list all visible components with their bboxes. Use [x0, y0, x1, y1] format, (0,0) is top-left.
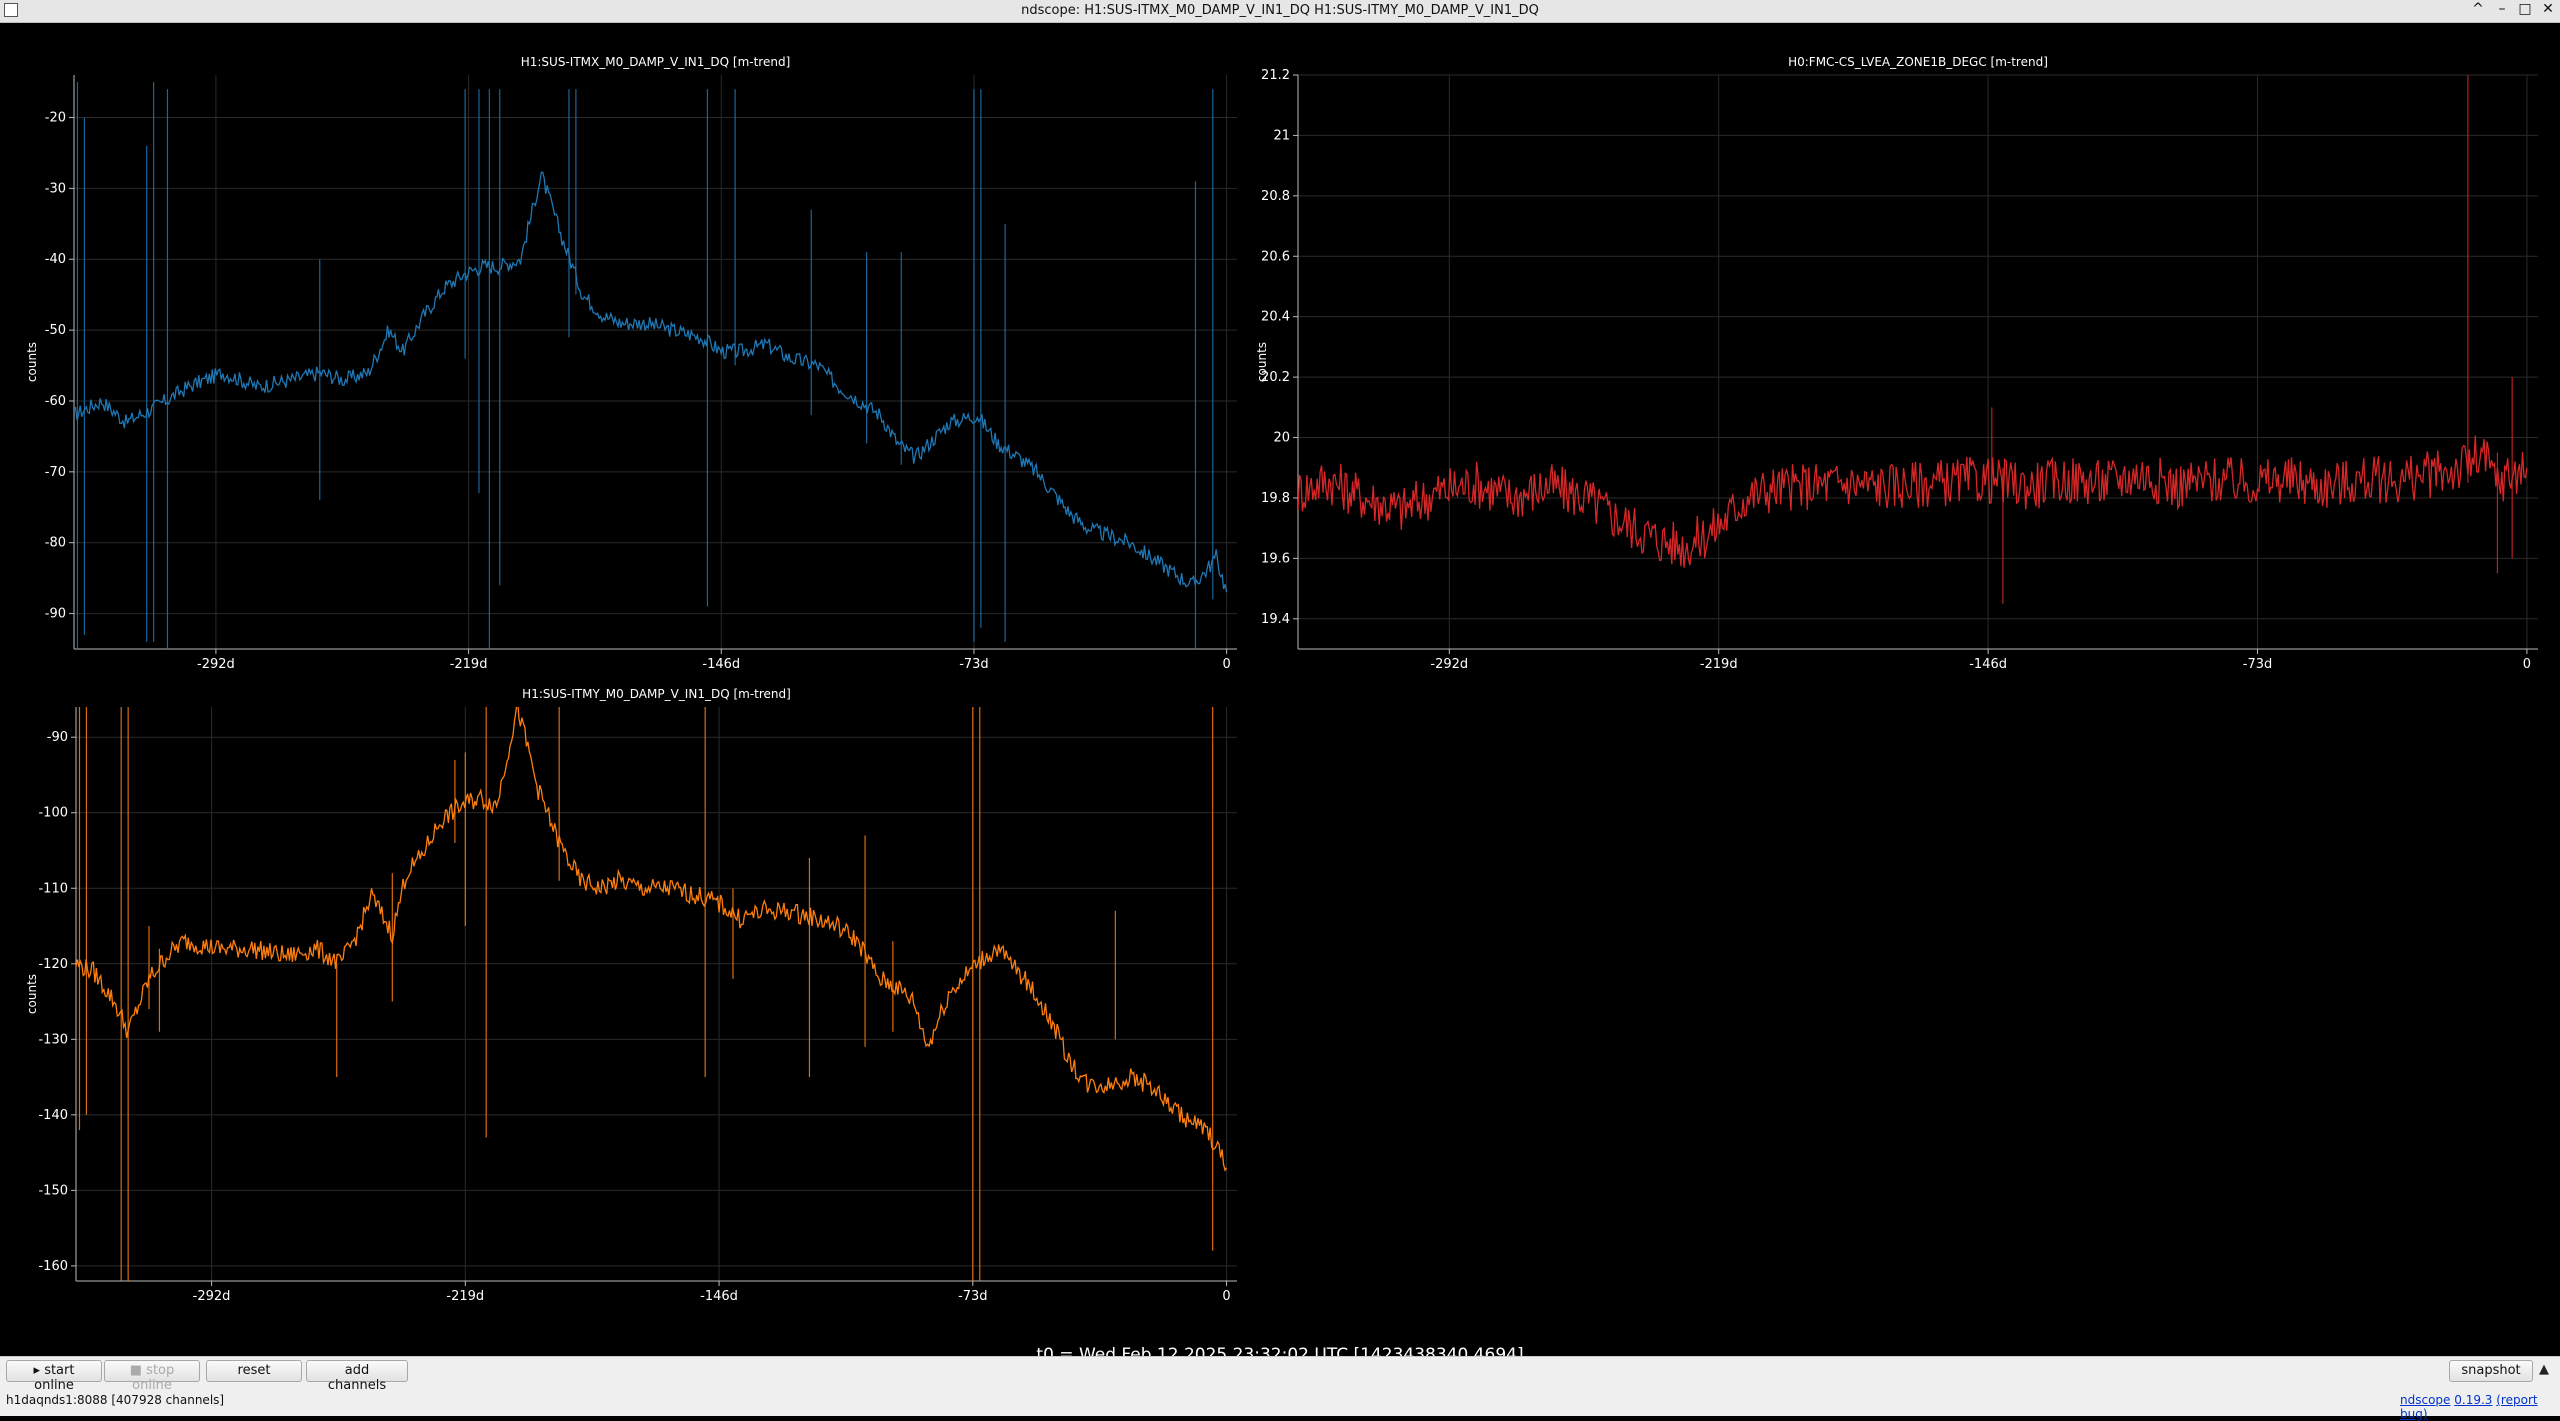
- y-tick-label: -40: [45, 252, 66, 267]
- y-tick-label: -90: [45, 607, 66, 622]
- app-icon: [4, 3, 18, 17]
- maximize-button[interactable]: □: [2518, 1, 2532, 17]
- stop-icon: ■: [129, 1363, 147, 1378]
- series-line: [1298, 435, 2528, 568]
- y-tick-label: -160: [38, 1259, 68, 1274]
- chart-itmy[interactable]: -292d -219d -146d -73d 0 -90 -100 -110 -120 -130 -…: [38, 707, 1237, 1304]
- plot-traces: [74, 82, 1228, 649]
- ndscope-link[interactable]: ndscope: [2400, 1393, 2451, 1407]
- expand-arrow-icon[interactable]: ▲: [2539, 1362, 2549, 1377]
- y-axis-label-lvea-temp: counts: [1255, 341, 1269, 383]
- y-tick-label: -120: [38, 957, 68, 972]
- y-tick-label: 20: [1273, 431, 1290, 446]
- x-tick-label: 0: [1222, 657, 1230, 672]
- start-online-button[interactable]: ▸ start online: [6, 1360, 102, 1393]
- window-title: ndscope: H1:SUS-ITMX_M0_DAMP_V_IN1_DQ H1…: [1021, 3, 1539, 18]
- plot-title-itmy: H1:SUS-ITMY_M0_DAMP_V_IN1_DQ [m-trend]: [522, 687, 791, 701]
- control-toolbar: ▸ start online ■ stop online reset add c…: [0, 1356, 2560, 1421]
- x-tick-label: -146d: [702, 657, 740, 672]
- x-tick-label: 0: [1222, 1289, 1230, 1304]
- y-tick-label: -100: [38, 806, 68, 821]
- plot-traces: [76, 707, 1228, 1281]
- minimize-button[interactable]: –: [2498, 1, 2506, 17]
- y-tick-label: -70: [45, 465, 66, 480]
- series-line: [76, 707, 1228, 1172]
- window-titlebar: ndscope: H1:SUS-ITMX_M0_DAMP_V_IN1_DQ H1…: [0, 0, 2560, 23]
- y-tick-label: -130: [38, 1032, 68, 1047]
- x-tick-label: -73d: [959, 657, 989, 672]
- x-tick-label: -292d: [1430, 657, 1468, 672]
- x-tick-label: -292d: [197, 657, 235, 672]
- y-tick-label: -90: [47, 730, 68, 745]
- x-tick-label: -219d: [446, 1289, 484, 1304]
- y-tick-label: 19.6: [1261, 551, 1290, 566]
- chart-lvea-temp[interactable]: -292d -219d -146d -73d 0 21.2 21 20.8 20.6 20.4 20…: [1261, 68, 2538, 672]
- plot-traces: [1298, 75, 2528, 604]
- y-tick-label: -110: [38, 881, 68, 896]
- y-axis-label-itmy: counts: [25, 973, 39, 1015]
- y-tick-label: 20.6: [1261, 249, 1290, 264]
- y-tick-label: 20.2: [1261, 370, 1290, 385]
- plot-lvea-temp[interactable]: H0:FMC-CS_LVEA_ZONE1B_DEGC [m-trend] cou…: [1255, 55, 2538, 672]
- y-tick-label: 19.4: [1261, 612, 1290, 627]
- snapshot-button[interactable]: snapshot: [2449, 1360, 2533, 1382]
- x-tick-label: -73d: [958, 1289, 988, 1304]
- keep-above-button[interactable]: ^: [2472, 1, 2484, 17]
- y-tick-label: 19.8: [1261, 491, 1290, 506]
- channel-count: [407928 channels]: [111, 1393, 225, 1407]
- plot-area[interactable]: H1:SUS-ITMX_M0_DAMP_V_IN1_DQ [m-trend] c…: [0, 23, 2560, 1365]
- y-tick-label: 21: [1273, 128, 1290, 143]
- y-tick-label: -30: [45, 181, 66, 196]
- x-tick-label: -146d: [700, 1289, 738, 1304]
- plot-title-itmx: H1:SUS-ITMX_M0_DAMP_V_IN1_DQ [m-trend]: [520, 55, 791, 69]
- x-tick-label: 0: [2523, 657, 2531, 672]
- plot-title-lvea-temp: H0:FMC-CS_LVEA_ZONE1B_DEGC [m-trend]: [1788, 55, 2048, 69]
- y-tick-label: -50: [45, 323, 66, 338]
- y-tick-label: 20.4: [1261, 310, 1290, 325]
- version-link[interactable]: 0.19.3: [2454, 1393, 2493, 1407]
- y-tick-label: -20: [45, 111, 66, 126]
- server-address: h1daqnds1:8088: [6, 1393, 108, 1407]
- plot-itmy[interactable]: H1:SUS-ITMY_M0_DAMP_V_IN1_DQ [m-trend] c…: [25, 687, 1237, 1304]
- x-tick-label: -292d: [193, 1289, 231, 1304]
- series-line: [74, 171, 1228, 593]
- y-tick-label: -60: [45, 394, 66, 409]
- stop-online-button: ■ stop online: [104, 1360, 200, 1393]
- y-tick-label: -150: [38, 1183, 68, 1198]
- add-channels-button[interactable]: add channels: [306, 1360, 408, 1393]
- y-tick-label: -80: [45, 536, 66, 551]
- x-tick-label: -219d: [450, 657, 488, 672]
- x-tick-label: -73d: [2243, 657, 2273, 672]
- plot-itmx[interactable]: H1:SUS-ITMX_M0_DAMP_V_IN1_DQ [m-trend] c…: [25, 55, 1237, 672]
- start-online-icon: ▸: [33, 1363, 45, 1378]
- y-tick-label: -140: [38, 1108, 68, 1123]
- close-button[interactable]: ✕: [2542, 1, 2554, 17]
- server-status: h1daqnds1:8088 [407928 channels]: [6, 1393, 224, 1407]
- y-axis-label-itmx: counts: [25, 341, 39, 383]
- x-tick-label: -219d: [1700, 657, 1738, 672]
- chart-itmx[interactable]: -292d -219d -146d -73d 0 -20 -30 -40 -50 -60 -70 -8…: [45, 75, 1237, 672]
- y-tick-label: 20.8: [1261, 189, 1290, 204]
- reset-button[interactable]: reset: [206, 1360, 302, 1382]
- version-info: ndscope 0.19.3 (report bug): [2400, 1393, 2560, 1421]
- x-tick-label: -146d: [1969, 657, 2007, 672]
- y-tick-label: 21.2: [1261, 68, 1290, 83]
